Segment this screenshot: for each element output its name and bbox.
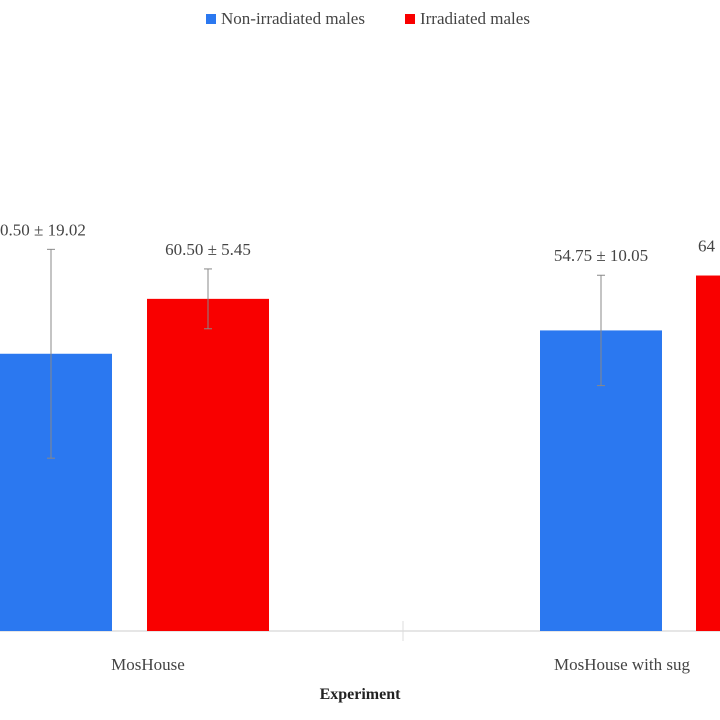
- legend-swatch-blue: [206, 14, 216, 24]
- legend-item-non-irradiated: Non-irradiated males: [206, 9, 365, 29]
- x-tick-label: MosHouse: [111, 655, 185, 674]
- legend-label: Non-irradiated males: [221, 9, 365, 28]
- data-label: 64: [698, 237, 716, 256]
- legend-item-irradiated: Irradiated males: [404, 9, 530, 29]
- legend: Non-irradiated males Irradiated males: [206, 9, 530, 29]
- x-tick-label: MosHouse with sug: [554, 655, 691, 674]
- data-label: 0.50 ± 19.02: [0, 220, 86, 239]
- bar: [696, 275, 720, 631]
- bar: [0, 353, 112, 631]
- data-label: 60.50 ± 5.45: [165, 240, 251, 259]
- legend-label: Irradiated males: [419, 9, 530, 28]
- bar: [147, 298, 269, 631]
- x-axis-title: Experiment: [319, 686, 401, 703]
- data-label: 54.75 ± 10.05: [554, 246, 648, 265]
- legend-swatch-red: [404, 14, 415, 24]
